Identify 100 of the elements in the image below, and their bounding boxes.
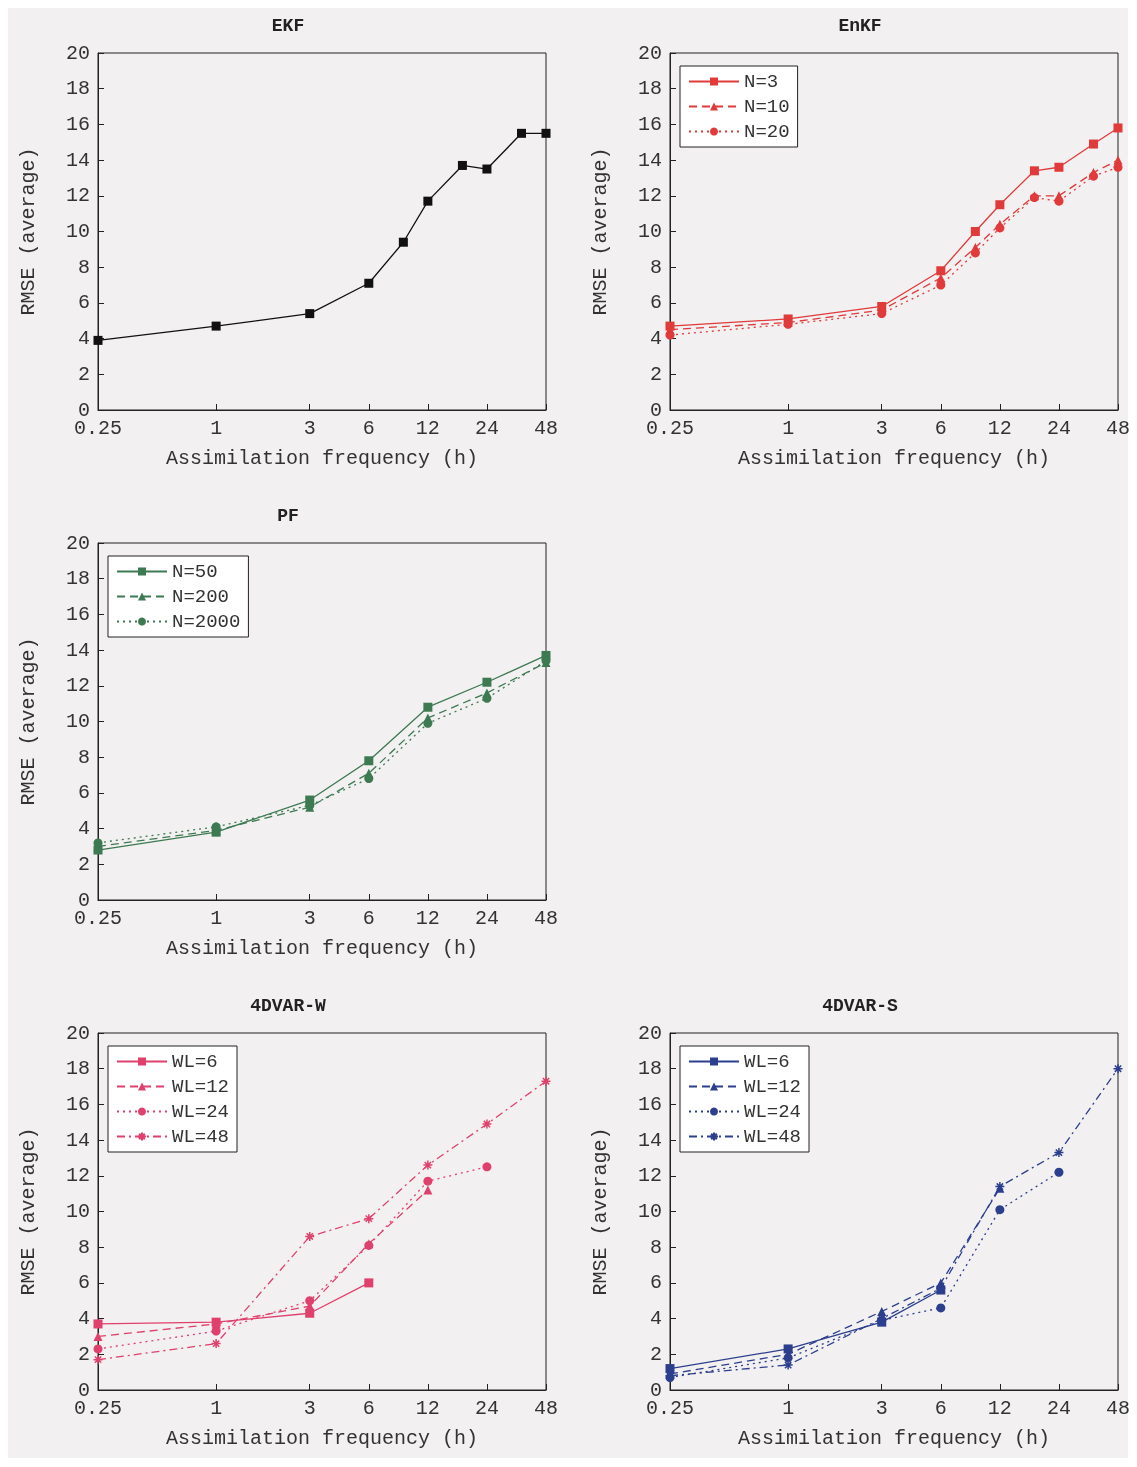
legend-label: WL=24 bbox=[172, 1100, 230, 1123]
x-tick-label: 48 bbox=[1105, 416, 1131, 440]
y-tick-label: 2 bbox=[649, 362, 662, 386]
y-tick-label: 10 bbox=[65, 220, 90, 243]
x-tick-label: 48 bbox=[533, 416, 559, 440]
x-tick-label: 6 bbox=[934, 416, 947, 440]
y-tick-label: 4 bbox=[649, 327, 662, 351]
x-tick-label: 3 bbox=[303, 1396, 316, 1420]
y-tick-label: 12 bbox=[65, 184, 90, 208]
y-tick-label: 20 bbox=[65, 41, 90, 65]
y-tick-label: 18 bbox=[65, 1057, 90, 1081]
x-axis-title: Assimilation frequency (h) bbox=[165, 1426, 479, 1450]
chart-title: 4DVAR-S bbox=[822, 996, 898, 1016]
y-tick-label: 2 bbox=[77, 1342, 90, 1366]
y-tick-label: 8 bbox=[77, 1235, 90, 1259]
y-tick-label: 8 bbox=[77, 255, 90, 279]
x-tick-label: 24 bbox=[474, 416, 499, 440]
y-tick-label: 12 bbox=[65, 674, 90, 698]
y-tick-label: 16 bbox=[65, 1092, 90, 1116]
y-tick-label: 20 bbox=[65, 1021, 90, 1045]
y-tick-label: 12 bbox=[637, 184, 662, 208]
y-tick-label: 18 bbox=[637, 1057, 662, 1081]
y-axis-title: RMSE (average) bbox=[588, 147, 612, 316]
y-tick-label: 16 bbox=[65, 602, 90, 626]
y-tick-label: 10 bbox=[637, 220, 662, 243]
y-tick-label: 10 bbox=[65, 1200, 90, 1223]
chart-title: 4DVAR-W bbox=[250, 996, 326, 1016]
y-tick-label: 12 bbox=[637, 1164, 662, 1188]
legend-label: N=10 bbox=[744, 95, 790, 118]
y-tick-label: 16 bbox=[637, 1092, 662, 1116]
x-tick-label: 48 bbox=[1105, 1396, 1131, 1420]
y-tick-label: 18 bbox=[65, 567, 90, 591]
legend-label: N=2000 bbox=[172, 610, 241, 633]
y-tick-label: 14 bbox=[65, 1128, 90, 1152]
y-tick-label: 10 bbox=[637, 1200, 662, 1223]
y-tick-label: 8 bbox=[649, 1235, 662, 1259]
y-tick-label: 18 bbox=[637, 77, 662, 101]
x-axis-title: Assimilation frequency (h) bbox=[165, 446, 479, 470]
y-tick-label: 6 bbox=[649, 291, 662, 315]
y-tick-label: 6 bbox=[77, 291, 90, 315]
legend-label: N=20 bbox=[744, 120, 790, 143]
x-tick-label: 48 bbox=[533, 906, 559, 930]
y-tick-label: 20 bbox=[65, 531, 90, 555]
y-tick-label: 14 bbox=[65, 638, 90, 662]
x-tick-label: 24 bbox=[474, 906, 499, 930]
legend-label: N=3 bbox=[744, 70, 779, 93]
legend-label: WL=6 bbox=[172, 1050, 218, 1073]
y-tick-label: 16 bbox=[637, 112, 662, 136]
y-axis-title: RMSE (average) bbox=[16, 637, 40, 806]
x-tick-label: 1 bbox=[782, 416, 795, 440]
legend-label: N=50 bbox=[172, 560, 218, 583]
chart-title: EnKF bbox=[838, 16, 882, 36]
x-tick-label: 24 bbox=[1046, 1396, 1071, 1420]
x-tick-label: 1 bbox=[210, 1396, 223, 1420]
y-tick-label: 12 bbox=[65, 1164, 90, 1188]
y-tick-label: 2 bbox=[649, 1342, 662, 1366]
y-tick-label: 4 bbox=[77, 327, 90, 351]
y-tick-label: 8 bbox=[77, 745, 90, 769]
y-tick-label: 14 bbox=[637, 1128, 662, 1152]
x-tick-label: 3 bbox=[303, 416, 316, 440]
y-tick-label: 2 bbox=[77, 362, 90, 386]
x-tick-label: 12 bbox=[987, 416, 1012, 440]
x-tick-label: 12 bbox=[987, 1396, 1012, 1420]
y-tick-label: 6 bbox=[649, 1271, 662, 1295]
x-axis-title: Assimilation frequency (h) bbox=[737, 446, 1051, 470]
legend-label: WL=12 bbox=[172, 1075, 230, 1098]
y-tick-label: 6 bbox=[77, 1271, 90, 1295]
legend-label: WL=24 bbox=[744, 1100, 802, 1123]
y-axis-title: RMSE (average) bbox=[588, 1127, 612, 1296]
x-tick-label: 1 bbox=[782, 1396, 795, 1420]
x-tick-label: 6 bbox=[362, 416, 375, 440]
x-tick-label: 12 bbox=[415, 416, 440, 440]
y-tick-label: 6 bbox=[77, 781, 90, 805]
legend-label: N=200 bbox=[172, 585, 230, 608]
y-tick-label: 18 bbox=[65, 77, 90, 101]
y-tick-label: 16 bbox=[65, 112, 90, 136]
y-tick-label: 4 bbox=[77, 817, 90, 841]
x-tick-label: 3 bbox=[875, 416, 888, 440]
x-tick-label: 24 bbox=[474, 1396, 499, 1420]
x-tick-label: 6 bbox=[934, 1396, 947, 1420]
y-tick-label: 8 bbox=[649, 255, 662, 279]
x-tick-label: 1 bbox=[210, 416, 223, 440]
x-tick-label: 6 bbox=[362, 1396, 375, 1420]
x-tick-label: 12 bbox=[415, 906, 440, 930]
y-tick-label: 10 bbox=[65, 710, 90, 733]
y-axis-title: RMSE (average) bbox=[16, 1127, 40, 1296]
legend-label: WL=12 bbox=[744, 1075, 802, 1098]
y-tick-label: 20 bbox=[637, 1021, 662, 1045]
x-tick-label: 12 bbox=[415, 1396, 440, 1420]
x-tick-label: 24 bbox=[1046, 416, 1071, 440]
y-tick-label: 2 bbox=[77, 852, 90, 876]
x-tick-label: 1 bbox=[210, 906, 223, 930]
x-axis-title: Assimilation frequency (h) bbox=[165, 936, 479, 960]
y-tick-label: 14 bbox=[65, 148, 90, 172]
x-axis-title: Assimilation frequency (h) bbox=[737, 1426, 1051, 1450]
y-axis-title: RMSE (average) bbox=[16, 147, 40, 316]
chart-title: PF bbox=[277, 506, 299, 526]
legend-label: WL=48 bbox=[172, 1125, 230, 1148]
y-tick-label: 20 bbox=[637, 41, 662, 65]
y-tick-label: 4 bbox=[649, 1307, 662, 1331]
